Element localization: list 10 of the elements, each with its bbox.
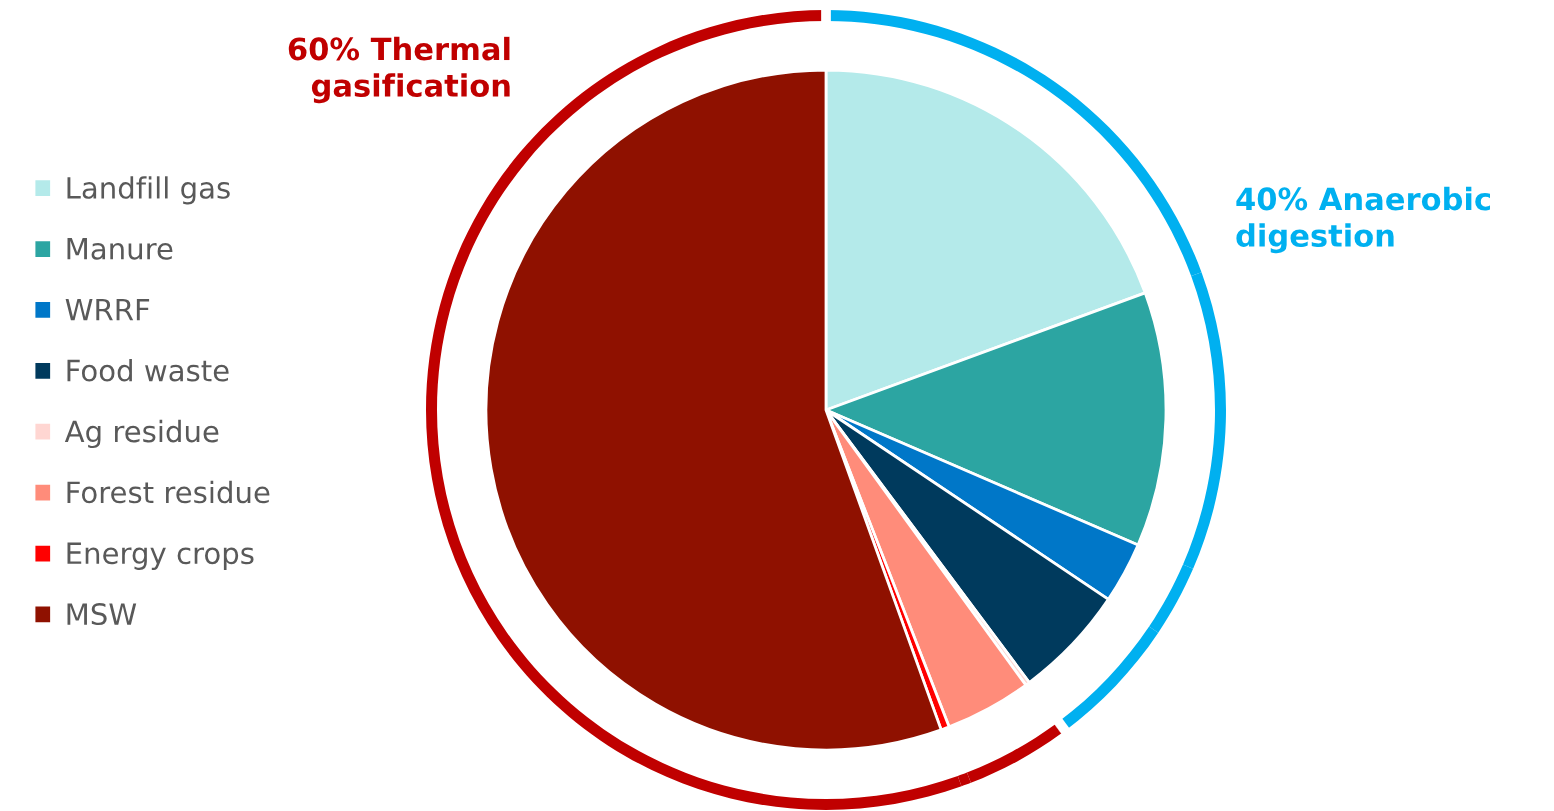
legend-label: Landfill gas bbox=[67, 176, 230, 205]
legend-label: Forest residue bbox=[67, 480, 270, 504]
legend-label: Manure bbox=[67, 238, 173, 260]
legend-label: Food waste bbox=[67, 358, 229, 382]
text: 60% Thermal gasification bbox=[288, 36, 510, 104]
legend-label: Ag residue bbox=[64, 419, 219, 449]
legend-label: MSW bbox=[67, 603, 137, 626]
legend-label: Energy crops bbox=[67, 542, 254, 570]
legend-label: WRRF bbox=[65, 298, 150, 321]
text: 40% Anaerobic digestion bbox=[1236, 186, 1490, 254]
